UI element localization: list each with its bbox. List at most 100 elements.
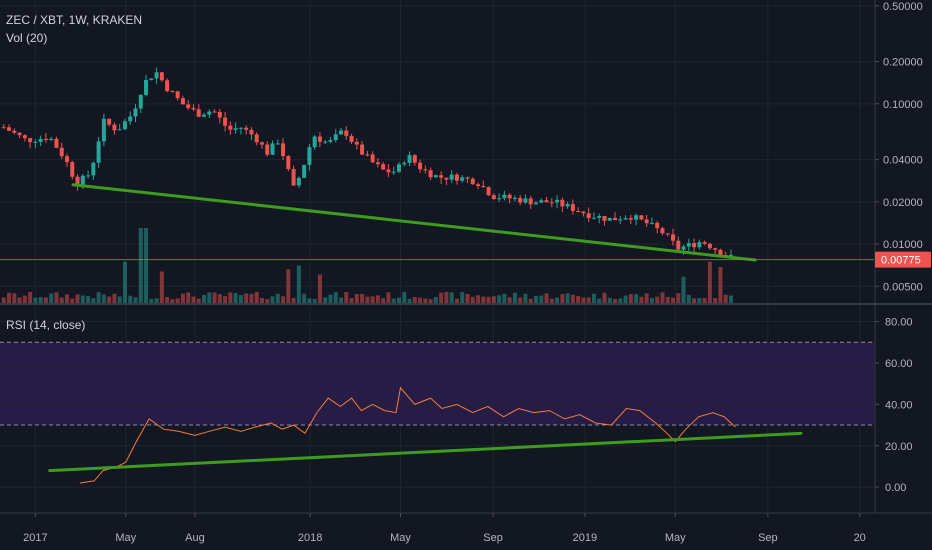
price-trendline[interactable] <box>71 183 757 262</box>
symbol-title[interactable]: ZEC / XBT, 1W, KRAKEN <box>6 13 143 27</box>
candle-body <box>291 169 296 186</box>
candle-body <box>591 217 596 219</box>
volume-bar <box>275 293 280 303</box>
price-axis[interactable]: 0.50000 0.20000 0.10000 0.04000 0.02000 0.010… <box>875 1 923 293</box>
candle-body <box>718 249 723 255</box>
candle-body <box>671 234 676 241</box>
candle-body <box>565 204 570 207</box>
rsi-label[interactable]: RSI (14, close) <box>6 318 86 332</box>
candle-body <box>665 233 670 235</box>
candle-body <box>149 78 154 80</box>
volume-bar <box>96 291 101 303</box>
volume-bar <box>565 293 570 303</box>
volume-bar <box>344 292 349 303</box>
candle-body <box>317 136 322 142</box>
volume-bar <box>676 293 681 303</box>
volume-bar <box>180 293 185 303</box>
volume-bar <box>212 292 217 303</box>
time-axis[interactable]: 2017 May Aug 2018 May Sep 2019 May Sep 20 <box>23 513 866 544</box>
volume-bar <box>112 293 117 303</box>
candle-body <box>676 240 681 250</box>
candle-body <box>328 140 333 142</box>
price-tick-label: 0.10000 <box>883 99 923 111</box>
candle-body <box>560 199 565 207</box>
candle-body <box>428 170 433 178</box>
candle-body <box>528 198 533 205</box>
candle-body <box>86 175 91 177</box>
volume-bars <box>1 228 733 303</box>
candle-body <box>570 204 575 212</box>
volume-bar <box>697 298 702 303</box>
candle-body <box>692 243 697 248</box>
candle-body <box>12 130 17 133</box>
volume-bar <box>460 292 465 303</box>
candle-body <box>17 132 22 136</box>
volume-bar <box>486 296 491 303</box>
volume-bar <box>1 297 6 303</box>
volume-bar <box>91 298 96 303</box>
candle-body <box>649 222 654 224</box>
candle-body <box>728 254 733 256</box>
candle-body <box>233 128 238 130</box>
volume-bar <box>671 297 676 303</box>
candle-body <box>244 127 249 130</box>
candle-body <box>196 109 201 117</box>
candle-body <box>449 174 454 180</box>
volume-bar <box>649 297 654 303</box>
volume-label[interactable]: Vol (20) <box>6 31 48 45</box>
candle-body <box>238 127 243 129</box>
candle-body <box>38 138 43 142</box>
volume-bar <box>86 295 91 303</box>
candle-body <box>112 124 117 131</box>
candle-body <box>175 91 180 99</box>
volume-bar <box>64 294 69 303</box>
candle-body <box>249 129 254 135</box>
candle-body <box>70 162 75 177</box>
candle-body <box>354 141 359 145</box>
candle-body <box>660 228 665 234</box>
volume-bar <box>391 298 396 303</box>
candle-body <box>80 175 85 187</box>
volume-bar <box>481 296 486 303</box>
volume-bar <box>665 296 670 303</box>
volume-bar <box>718 267 723 303</box>
candle-body <box>507 194 512 199</box>
candle-body <box>486 187 491 196</box>
time-tick-label: May <box>665 532 686 544</box>
candle-body <box>576 211 581 213</box>
time-tick-label: Sep <box>758 532 778 544</box>
volume-bar <box>133 297 138 303</box>
volume-bar <box>107 296 112 303</box>
volume-bar <box>507 297 512 303</box>
candle-body <box>54 138 59 148</box>
candle-body <box>402 162 407 165</box>
volume-bar <box>549 298 554 303</box>
candle-body <box>433 175 438 178</box>
rsi-axis[interactable]: 80.00 60.00 40.00 20.00 0.00 <box>875 317 913 495</box>
volume-bar <box>28 291 33 303</box>
rsi-band <box>0 342 874 426</box>
candle-body <box>555 199 560 203</box>
volume-bar <box>33 297 38 303</box>
candle-body <box>170 91 175 93</box>
volume-bar <box>497 295 502 303</box>
candle-body <box>444 177 449 180</box>
volume-bar <box>186 292 191 303</box>
candle-body <box>144 79 149 96</box>
volume-bar <box>238 295 243 303</box>
rsi-trendline[interactable] <box>48 431 803 473</box>
volume-bar <box>302 293 307 303</box>
candle-body <box>7 127 12 131</box>
candle-body <box>296 177 301 186</box>
volume-bar <box>154 298 159 303</box>
volume-bar <box>365 296 370 303</box>
volume-bar <box>623 295 628 303</box>
volume-bar <box>291 298 296 303</box>
rsi-grid <box>0 321 874 488</box>
candle-body <box>223 117 228 126</box>
volume-bar <box>38 297 43 303</box>
volume-bar <box>191 296 196 303</box>
volume-bar <box>70 298 75 303</box>
volume-bar <box>523 293 528 303</box>
